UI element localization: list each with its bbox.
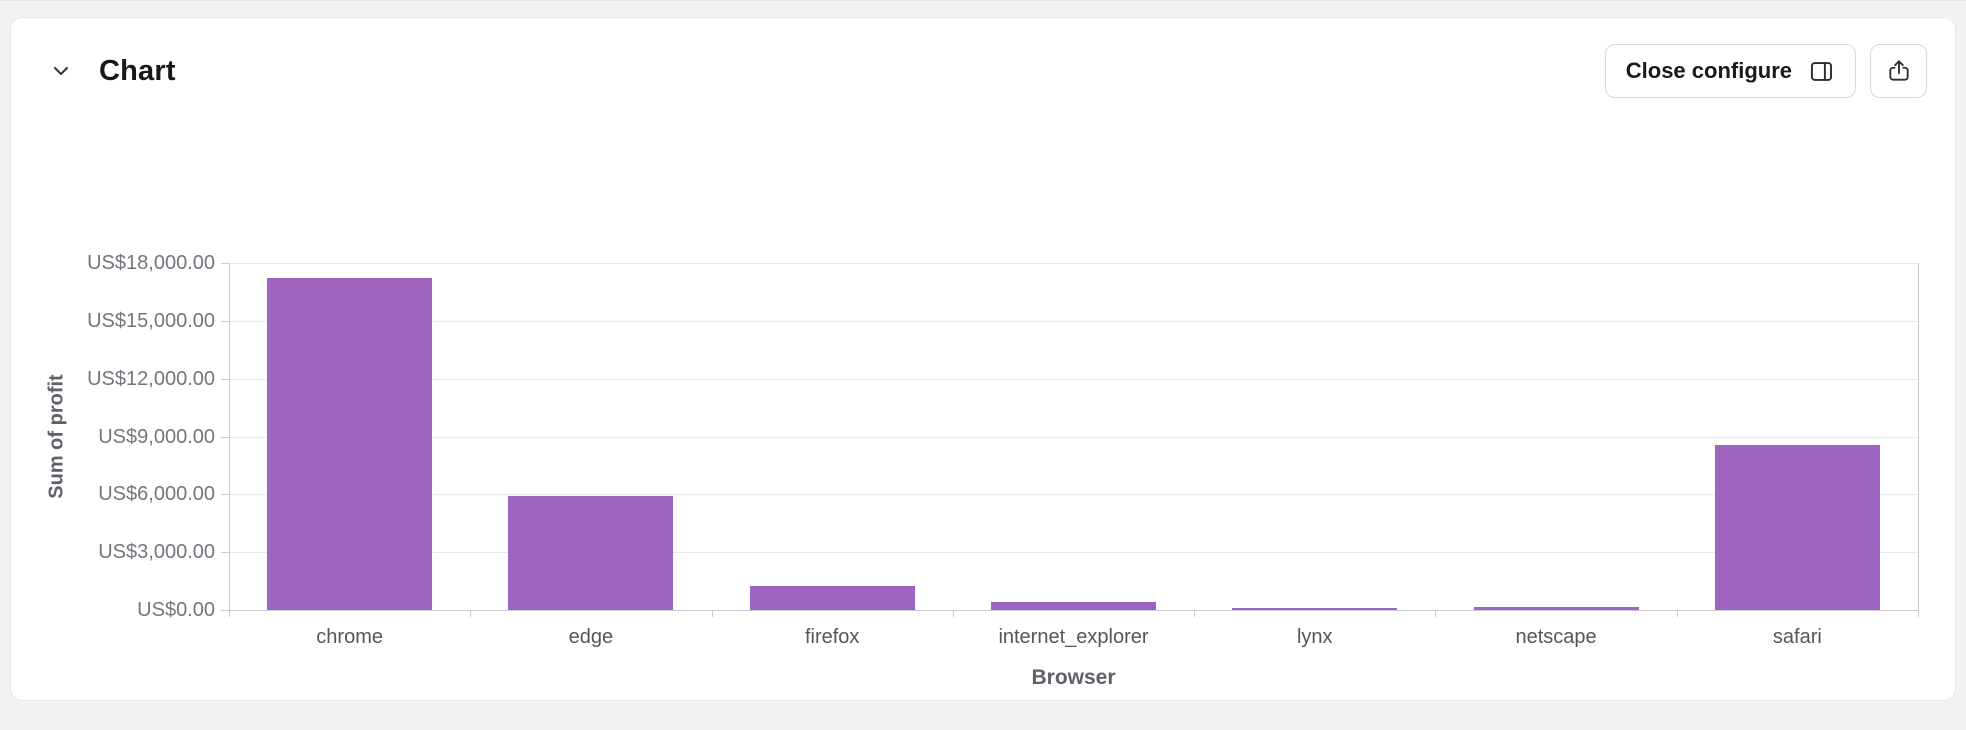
y-axis-tick — [221, 378, 229, 380]
y-axis-tick-label: US$12,000.00 — [87, 367, 215, 390]
y-axis-tick-label: US$3,000.00 — [98, 541, 215, 564]
chevron-down-icon — [54, 67, 68, 75]
gridline — [229, 378, 1918, 380]
panel-collapse-icon — [1810, 61, 1833, 81]
x-axis-tick — [470, 610, 472, 617]
gridline — [229, 552, 1918, 554]
gridline — [229, 436, 1918, 438]
bar-firefox[interactable] — [749, 585, 915, 610]
x-axis-tick — [1435, 610, 1437, 617]
bar-safari[interactable] — [1714, 445, 1880, 610]
x-axis-category-label: firefox — [804, 626, 860, 648]
close-configure-label: Close configure — [1625, 58, 1792, 83]
bar-lynx[interactable] — [1232, 608, 1398, 610]
x-axis-tick — [1194, 610, 1196, 617]
close-configure-button[interactable]: Close configure — [1604, 44, 1856, 98]
x-axis-tick — [711, 610, 713, 617]
x-axis-tick — [952, 610, 954, 617]
y-axis-tick — [221, 436, 229, 438]
y-axis-tick — [221, 263, 229, 264]
y-axis-tick-label: US$18,000.00 — [87, 252, 215, 274]
bar-chrome[interactable] — [267, 278, 433, 610]
x-axis-category-label: internet_explorer — [998, 626, 1149, 648]
y-axis-tick — [221, 552, 229, 554]
y-axis-tick-label: US$9,000.00 — [98, 425, 215, 448]
bar-chart: Sum of profit Browser US$0.00 US$3,000.00… — [11, 18, 1955, 700]
axis-line-x — [229, 610, 1919, 611]
share-icon — [1888, 60, 1909, 81]
y-axis-tick-label: US$0.00 — [137, 599, 215, 621]
panel-title-group: Chart — [45, 55, 176, 88]
x-axis-tick — [229, 610, 230, 617]
y-axis-tick-label: US$15,000.00 — [87, 309, 215, 332]
y-axis-tick-label: US$6,000.00 — [98, 483, 215, 506]
x-axis-tick — [1918, 610, 1919, 617]
y-axis-tick — [221, 610, 229, 611]
y-axis-tick — [221, 320, 229, 322]
x-axis-title: Browser — [1031, 666, 1116, 689]
x-axis-category-label: netscape — [1515, 626, 1597, 648]
gridline — [229, 263, 1918, 264]
bar-internet_explorer[interactable] — [991, 602, 1156, 610]
axis-line-y — [229, 263, 230, 610]
gridline — [229, 320, 1918, 322]
panel-title: Chart — [99, 54, 176, 87]
y-axis-tick — [221, 494, 229, 496]
panel-header: Chart Close configure — [11, 18, 1955, 98]
gridline — [229, 494, 1918, 496]
x-axis-category-label: edge — [568, 626, 614, 648]
x-axis-category-label: lynx — [1296, 626, 1333, 648]
x-axis-category-label: chrome — [316, 626, 383, 648]
x-axis-tick — [1676, 610, 1678, 617]
share-button[interactable] — [1870, 44, 1927, 98]
chart-panel: Chart Close configure Sum of profit Brow… — [10, 17, 1956, 701]
collapse-section-button[interactable] — [45, 55, 77, 87]
axis-line-right — [1918, 263, 1919, 610]
bar-netscape[interactable] — [1473, 606, 1639, 610]
bar-edge[interactable] — [508, 496, 674, 610]
x-axis-category-label: safari — [1772, 626, 1822, 648]
header-actions: Close configure — [1604, 44, 1927, 98]
